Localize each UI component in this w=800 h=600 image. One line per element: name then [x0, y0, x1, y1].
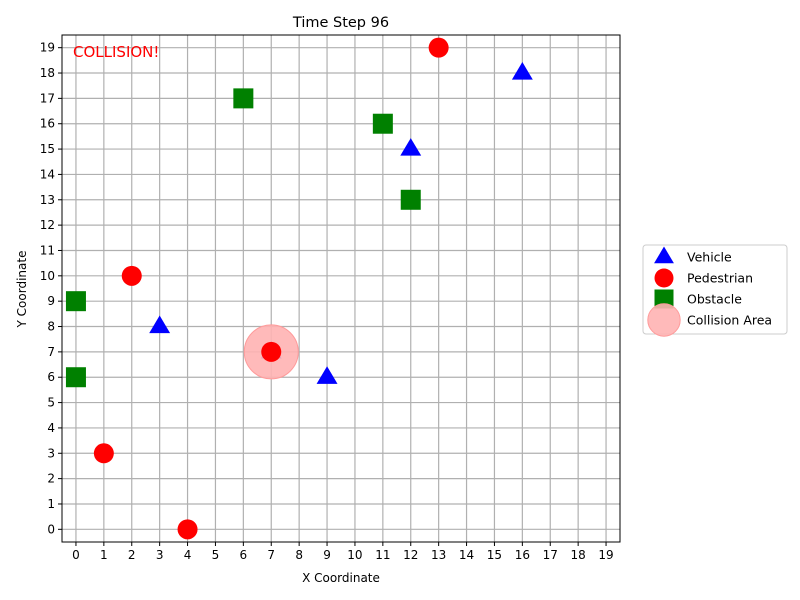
x-tick-label: 16: [515, 548, 530, 562]
legend-collision-area-marker: [647, 303, 681, 337]
y-tick-label: 3: [47, 446, 55, 460]
x-tick-label: 13: [431, 548, 446, 562]
vehicle-marker: [400, 138, 422, 156]
y-tick-label: 13: [40, 193, 55, 207]
x-tick-label: 5: [212, 548, 220, 562]
x-tick-label: 12: [403, 548, 418, 562]
data-marks: [65, 37, 533, 540]
y-tick-label: 2: [47, 472, 55, 486]
y-tick-label: 5: [47, 396, 55, 410]
x-axis-label: X Coordinate: [302, 571, 380, 585]
y-tick-label: 14: [40, 167, 55, 181]
x-tick-label: 11: [375, 548, 390, 562]
pedestrian-marker: [93, 443, 114, 464]
y-tick-label: 19: [40, 41, 55, 55]
y-tick-label: 9: [47, 294, 55, 308]
x-tick-label: 18: [571, 548, 586, 562]
y-tick-label: 1: [47, 497, 55, 511]
y-tick-label: 10: [40, 269, 55, 283]
x-tick-label: 14: [459, 548, 474, 562]
y-tick-label: 18: [40, 66, 55, 80]
grid: [62, 35, 620, 542]
y-tick-label: 12: [40, 218, 55, 232]
vehicle-marker: [316, 366, 338, 384]
x-tick-label: 19: [598, 548, 613, 562]
x-tick-label: 1: [100, 548, 108, 562]
chart-title: Time Step 96: [292, 15, 389, 31]
x-tick-label: 2: [128, 548, 136, 562]
obstacle-marker: [400, 189, 421, 210]
x-tick-label: 9: [323, 548, 331, 562]
x-tick-label: 17: [543, 548, 558, 562]
x-tick-label: 6: [240, 548, 248, 562]
y-tick-label: 0: [47, 522, 55, 536]
x-tick-label: 8: [295, 548, 303, 562]
y-tick-label: 15: [40, 142, 55, 156]
y-tick-label: 6: [47, 370, 55, 384]
y-tick-label: 11: [40, 243, 55, 257]
y-tick-label: 7: [47, 345, 55, 359]
obstacle-marker: [372, 113, 393, 134]
collision-annotation: COLLISION!: [73, 43, 159, 61]
legend-pedestrian-label: Pedestrian: [687, 271, 753, 286]
y-axis-label: Y Coordinate: [15, 251, 29, 329]
legend-vehicle-marker: [654, 246, 674, 264]
legend-obstacle-marker: [654, 289, 674, 309]
x-tick-label: 3: [156, 548, 164, 562]
y-tick-label: 16: [40, 117, 55, 131]
obstacle-marker: [65, 367, 86, 388]
y-tick-label: 4: [47, 421, 55, 435]
x-tick-label: 10: [347, 548, 362, 562]
legend: Vehicle Pedestrian Obstacle Collision Area: [642, 244, 788, 337]
y-tick-label: 8: [47, 320, 55, 334]
x-tick-label: 7: [267, 548, 275, 562]
x-tick-label: 4: [184, 548, 192, 562]
obstacle-marker: [65, 291, 86, 312]
pedestrian-marker: [428, 37, 449, 58]
vehicle-marker: [149, 315, 171, 334]
pedestrian-marker: [261, 341, 282, 362]
legend-pedestrian-marker: [654, 268, 674, 288]
vehicle-marker: [511, 62, 533, 80]
legend-box: [642, 244, 788, 335]
plot-frame: [61, 34, 621, 543]
legend-vehicle-label: Vehicle: [687, 250, 732, 265]
legend-obstacle-label: Obstacle: [687, 292, 742, 307]
ticks: 0 1 2 3 4 5 6 7 8 9 10 11 12 13 14 15 16 17 18 190123456789…: [40, 41, 614, 562]
legend-collision-area-label: Collision Area: [687, 313, 772, 328]
x-tick-label: 0: [72, 548, 80, 562]
pedestrian-marker: [121, 265, 142, 286]
pedestrian-marker: [177, 519, 198, 540]
y-tick-label: 17: [40, 91, 55, 105]
obstacle-marker: [233, 88, 254, 109]
x-tick-label: 15: [487, 548, 502, 562]
